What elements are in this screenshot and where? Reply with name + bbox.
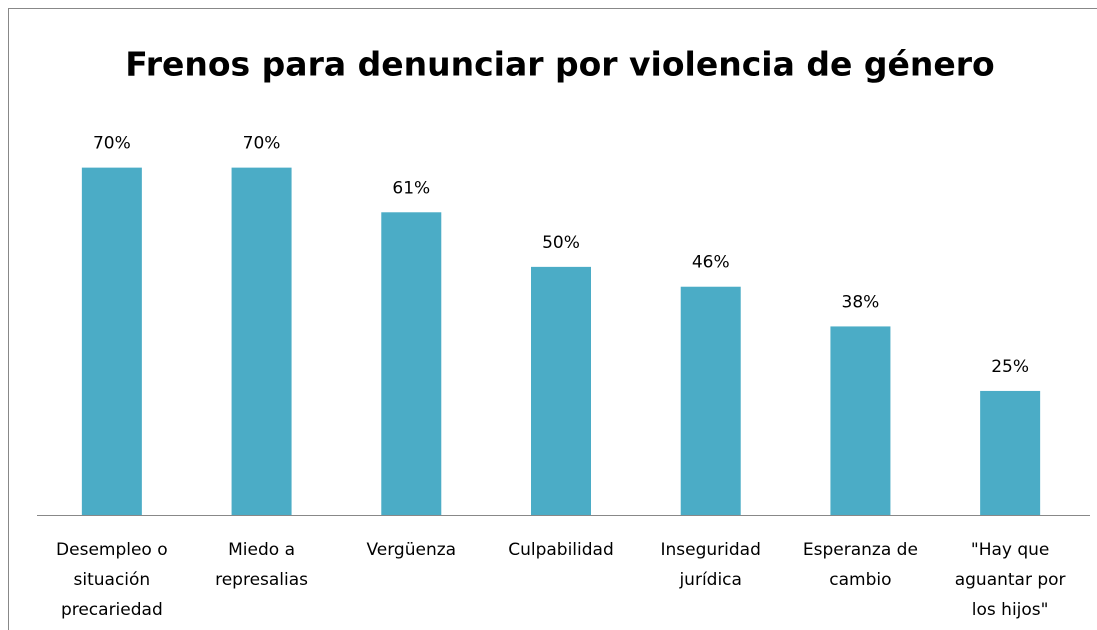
x-tick-label: Vergüenza xyxy=(366,540,457,560)
data-label: 61% xyxy=(392,178,430,198)
x-tick-label: Inseguridad jurídica xyxy=(660,540,761,590)
bar xyxy=(381,212,442,515)
data-label: 46% xyxy=(692,253,730,273)
data-label: 70% xyxy=(243,134,281,154)
chart-title: Frenos para denunciar por violencia de g… xyxy=(125,45,994,84)
x-tick-label: Miedo a represalias xyxy=(215,540,309,590)
x-tick-label: Desempleo o situación precariedad xyxy=(56,540,168,620)
x-tick-label: "Hay que aguantar por los hijos" xyxy=(954,540,1066,620)
bar xyxy=(980,390,1041,515)
data-label: 25% xyxy=(991,357,1029,377)
data-label: 70% xyxy=(93,134,131,154)
bar xyxy=(680,286,741,515)
data-label: 50% xyxy=(542,233,580,253)
x-tick-label: Esperanza de cambio xyxy=(802,540,918,590)
bar xyxy=(531,266,591,515)
bar xyxy=(231,167,292,515)
x-tick-label: Culpabilidad xyxy=(508,540,614,560)
data-label: 38% xyxy=(842,292,880,312)
bar xyxy=(830,326,891,515)
bar xyxy=(81,167,142,515)
